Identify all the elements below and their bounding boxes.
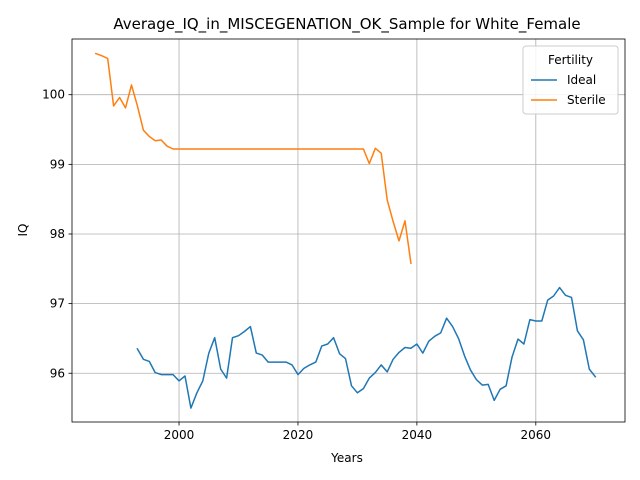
- chart-title: Average_IQ_in_MISCEGENATION_OK_Sample fo…: [113, 15, 580, 34]
- legend-frame: [522, 45, 619, 115]
- series-line-ideal: [136, 286, 597, 409]
- x-tick-label: 2040: [402, 428, 433, 442]
- y-axis-title: IQ: [16, 224, 30, 237]
- legend-label-sterile: Sterile: [567, 93, 606, 107]
- y-tick-label: 99: [50, 157, 65, 171]
- x-tick-label: 2000: [164, 428, 195, 442]
- y-axis-ticks: 96 97 98 99 100: [42, 88, 72, 380]
- y-tick-label: 96: [50, 366, 65, 380]
- series-line-sterile: [94, 52, 412, 265]
- legend-label-ideal: Ideal: [567, 73, 596, 87]
- x-tick-label: 2020: [283, 428, 314, 442]
- x-tick-label: 2060: [521, 428, 552, 442]
- legend: Fertility Ideal Sterile: [522, 45, 619, 115]
- y-tick-label: 98: [50, 227, 65, 241]
- legend-title: Fertility: [548, 53, 593, 67]
- x-axis-ticks: 2000 2020 2040 2060: [164, 422, 551, 442]
- x-axis-title: Years: [330, 451, 363, 465]
- y-tick-label: 97: [50, 297, 65, 311]
- plot-frame: [71, 38, 626, 423]
- series-lines: [94, 52, 597, 409]
- y-tick-label: 100: [42, 88, 65, 102]
